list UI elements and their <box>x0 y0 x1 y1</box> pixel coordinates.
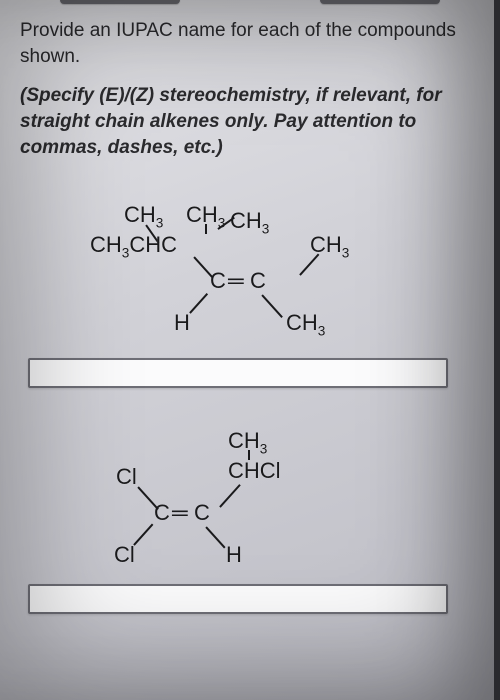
label-ch3: CH3 <box>286 310 325 338</box>
double-bond-icon: ═ <box>172 500 185 526</box>
bond <box>261 295 283 319</box>
label-h: H <box>174 310 190 336</box>
instructions-text: (Specify (E)/(Z) stereochemistry, if rel… <box>20 83 480 160</box>
page-container: Provide an IUPAC name for each of the co… <box>0 0 500 700</box>
question-text: Provide an IUPAC name for each of the co… <box>20 18 480 69</box>
structure-1: CH3 CH3 CH3 CH3CHC CH3 C ═ C H CH3 <box>90 202 480 352</box>
top-tab-stubs <box>0 0 500 4</box>
label-chcl: CHCl <box>228 458 281 484</box>
label-c: C <box>194 500 209 526</box>
structure-2: CH3 CHCl Cl C ═ C Cl H <box>100 428 480 578</box>
bond <box>133 524 153 546</box>
screen-edge <box>494 0 500 700</box>
tab-stub <box>60 0 180 4</box>
label-ch3chc: CH3CHC <box>90 232 177 260</box>
answer-input-2[interactable] <box>28 584 448 614</box>
label-c: C <box>154 500 169 526</box>
label-c: C <box>250 268 265 294</box>
answer-input-1[interactable] <box>28 358 448 388</box>
bond <box>205 224 207 234</box>
bond <box>189 293 208 314</box>
label-ch3: CH3 <box>230 208 269 236</box>
bond <box>205 527 225 549</box>
label-ch3: CH3 <box>124 202 163 230</box>
label-c: C <box>210 268 225 294</box>
tab-stub <box>320 0 440 4</box>
label-h: H <box>226 542 242 568</box>
bond <box>219 484 241 508</box>
double-bond-icon: ═ <box>228 268 241 294</box>
label-cl: Cl <box>116 464 137 490</box>
label-cl: Cl <box>114 542 135 568</box>
